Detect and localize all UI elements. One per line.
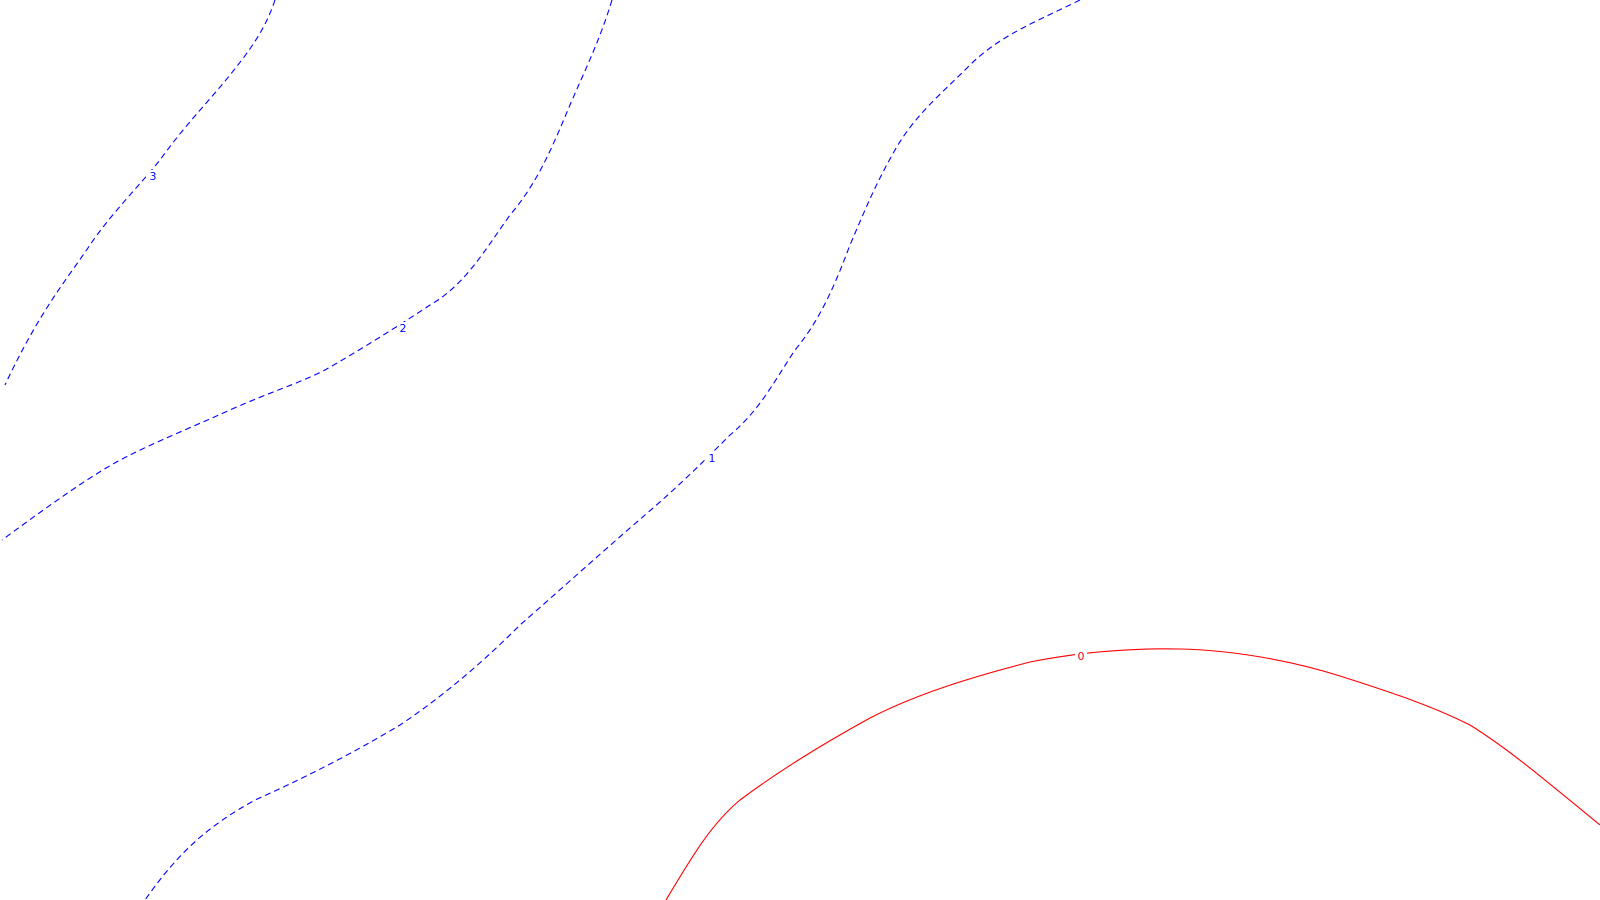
contour-line-1: [144, 0, 1081, 900]
contour-label-2: 2: [400, 322, 407, 335]
contour-label-gap-2: [397, 322, 409, 336]
contour-line-2: [1, 0, 613, 541]
contour-line-3: [4, 0, 276, 386]
contour-label-gap-3: [146, 170, 158, 184]
contour-label-gap-1: [706, 452, 718, 466]
contour-line-0: [665, 648, 1600, 900]
contour-label-0: 0: [1078, 650, 1085, 663]
contour-label-gap-0: [1075, 650, 1087, 664]
contour-label-1: 1: [709, 452, 716, 465]
contour-label-3: 3: [150, 170, 157, 183]
